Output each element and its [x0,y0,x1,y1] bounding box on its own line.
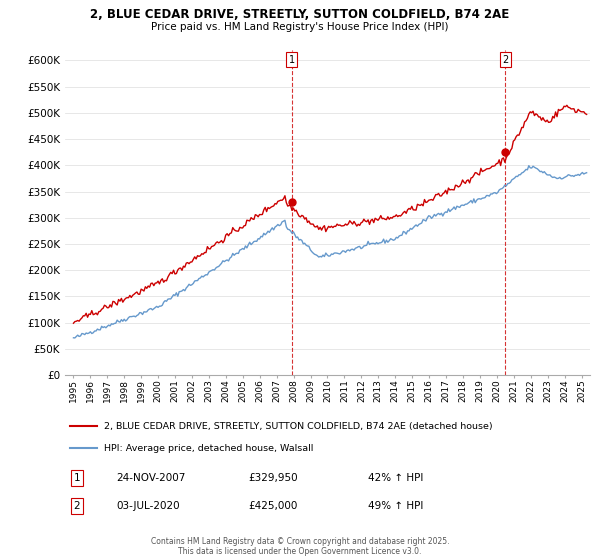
Text: Contains HM Land Registry data © Crown copyright and database right 2025.
This d: Contains HM Land Registry data © Crown c… [151,536,449,556]
Text: 1: 1 [74,473,80,483]
Text: 49% ↑ HPI: 49% ↑ HPI [368,501,424,511]
Text: 2: 2 [74,501,80,511]
Text: 2, BLUE CEDAR DRIVE, STREETLY, SUTTON COLDFIELD, B74 2AE: 2, BLUE CEDAR DRIVE, STREETLY, SUTTON CO… [91,8,509,21]
Text: 24-NOV-2007: 24-NOV-2007 [116,473,185,483]
Text: £329,950: £329,950 [248,473,298,483]
Text: Price paid vs. HM Land Registry's House Price Index (HPI): Price paid vs. HM Land Registry's House … [151,22,449,32]
Text: 2, BLUE CEDAR DRIVE, STREETLY, SUTTON COLDFIELD, B74 2AE (detached house): 2, BLUE CEDAR DRIVE, STREETLY, SUTTON CO… [104,422,493,431]
Text: 2: 2 [502,55,508,65]
Text: 42% ↑ HPI: 42% ↑ HPI [368,473,424,483]
Text: 1: 1 [289,55,295,65]
Text: £425,000: £425,000 [248,501,298,511]
Text: 03-JUL-2020: 03-JUL-2020 [116,501,179,511]
Text: HPI: Average price, detached house, Walsall: HPI: Average price, detached house, Wals… [104,444,314,452]
